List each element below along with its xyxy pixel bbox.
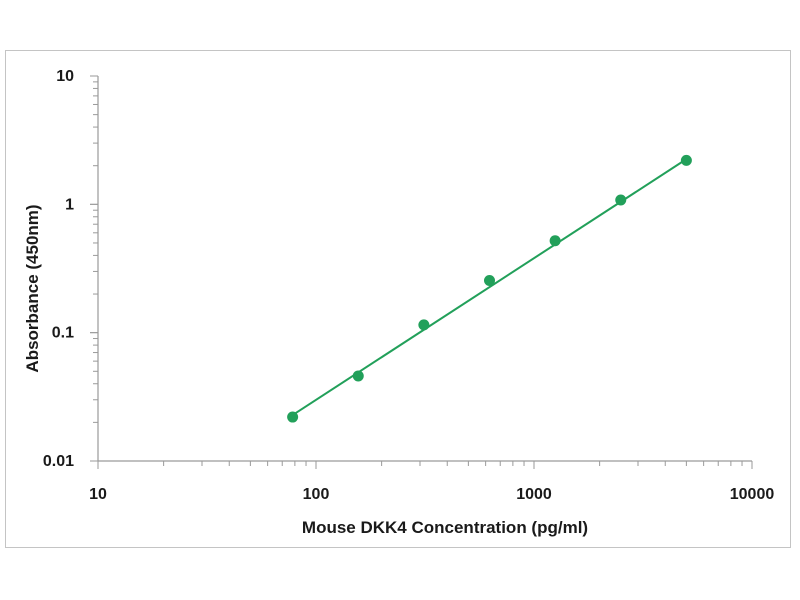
- data-point: [418, 319, 430, 331]
- axes: [97, 76, 752, 462]
- tick-marks: [90, 75, 753, 469]
- x-tick-label: 100: [303, 486, 330, 503]
- tick-labels: 10 100 1000 10000 0.01 0.1 1 10: [43, 68, 774, 503]
- fit-line: [292, 158, 687, 416]
- data-point: [615, 194, 627, 206]
- y-axis-label: Absorbance (450nm): [23, 204, 42, 372]
- x-tick-label: 10: [89, 486, 107, 503]
- data-point: [352, 370, 364, 382]
- x-tick-label: 1000: [516, 486, 552, 503]
- data-point: [549, 235, 561, 247]
- y-tick-label: 0.01: [43, 453, 74, 470]
- y-tick-label: 1: [65, 196, 74, 213]
- data-series: [287, 154, 692, 423]
- x-tick-label: 10000: [730, 486, 775, 503]
- y-tick-label: 10: [56, 68, 74, 85]
- standard-curve-chart: 10 100 1000 10000 0.01 0.1 1 10 Mouse DKK4 Conc…: [23, 68, 774, 537]
- x-axis-label: Mouse DKK4 Concentration (pg/ml): [302, 518, 588, 537]
- data-point: [287, 411, 299, 423]
- y-tick-label: 0.1: [52, 325, 74, 342]
- chart-frame: 10 100 1000 10000 0.01 0.1 1 10 Mouse DKK4 Conc…: [5, 50, 791, 548]
- data-point: [484, 274, 496, 286]
- data-point: [680, 154, 692, 166]
